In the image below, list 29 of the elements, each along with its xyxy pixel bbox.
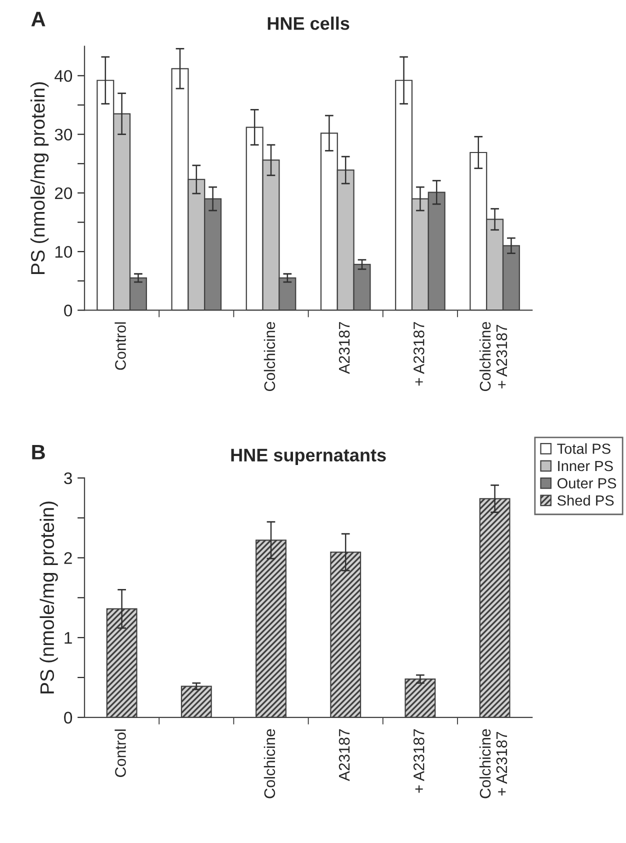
- y-tick-label: 1: [64, 632, 72, 644]
- x-tick-label: Colchicine: [264, 322, 276, 392]
- x-tick-label: Control: [114, 730, 126, 777]
- x-tick-label: + A23187: [413, 322, 424, 386]
- y-tick-label: 0: [64, 304, 72, 316]
- legend-label: Total PS: [557, 443, 610, 454]
- y-tick-label: 2: [64, 552, 72, 564]
- legend-label: Shed PS: [557, 494, 614, 506]
- y-tick-label: 40: [54, 70, 72, 82]
- legend-label: Outer PS: [557, 478, 616, 488]
- x-tick-label: Control: [114, 322, 126, 370]
- chart-title: HNE cells: [268, 16, 350, 30]
- x-tick-label: + A23187: [413, 729, 424, 793]
- y-tick-label: 3: [64, 472, 72, 484]
- chart-title: HNE supernatants: [231, 448, 386, 466]
- x-tick-label: A23187: [338, 322, 350, 374]
- y-tick-label: 10: [55, 246, 72, 258]
- y-tick-label: 0: [64, 712, 72, 724]
- y-tick-label: 30: [54, 128, 72, 141]
- legend-label: Inner PS: [558, 460, 613, 472]
- text: B: [32, 444, 45, 460]
- x-tick-label: Colchicine + A23187: [479, 729, 508, 798]
- x-tick-label: Colchicine + A23187: [479, 322, 508, 392]
- y-axis-title: PS (nmole/mg protein): [30, 82, 49, 274]
- text: A: [31, 12, 46, 26]
- x-tick-label: Colchicine: [264, 729, 276, 798]
- y-axis-title: PS (nmole/mg protein): [40, 502, 58, 694]
- y-tick-label: 20: [55, 187, 72, 200]
- x-tick-label: A23187: [338, 729, 350, 782]
